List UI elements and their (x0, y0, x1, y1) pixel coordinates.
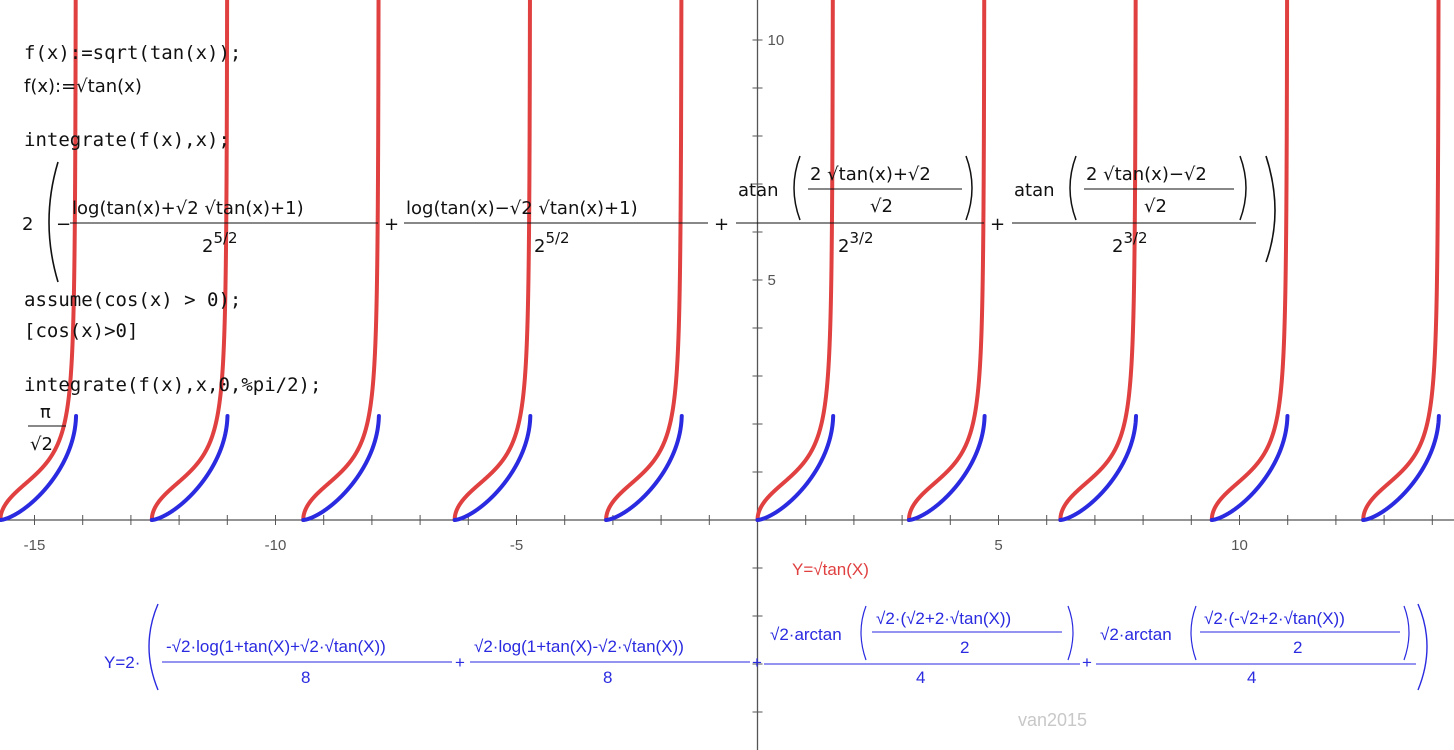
term4-rparen (1239, 155, 1247, 221)
term3-fn: atan (738, 180, 779, 201)
console-line-2: f(x):=√tan(x) (24, 76, 142, 97)
red-curve-branch (1058, 0, 1138, 522)
console-line-3: integrate(f(x),x); (24, 129, 230, 151)
term1-exponent: 5/2 (213, 229, 237, 247)
x-tick-label: 10 (1231, 537, 1248, 554)
red-curve-branch (604, 0, 684, 522)
red-curve-branch (1361, 0, 1441, 522)
x-tick-label: -10 (265, 537, 287, 554)
blue-t4-inner-den: 2 (1293, 638, 1302, 657)
term1-denominator: 25/2 (202, 229, 238, 257)
console-line-6: integrate(f(x),x,0,%pi/2); (24, 374, 321, 396)
right-paren (1265, 155, 1276, 263)
plus-2: + (714, 214, 729, 235)
red-curve-branch (149, 0, 230, 522)
term3-rparen (965, 155, 973, 221)
blue-curve-branch (301, 414, 381, 522)
minus-sign: − (56, 214, 71, 235)
blue-t2-den: 8 (603, 668, 612, 687)
term4-inner-den: √2 (1144, 196, 1167, 217)
term4-lparen (1069, 155, 1077, 221)
term3-lparen (793, 155, 801, 221)
term3-denominator: 23/2 (838, 229, 874, 257)
blue-t3-inner-num: √2·(√2+2·√tan(X)) (876, 609, 1011, 628)
result2-numerator: π (40, 402, 51, 423)
blue-t4-num-a: √2·arctan (1100, 625, 1172, 644)
blue-curve-branch (149, 414, 230, 522)
x-tick-label: -5 (510, 537, 523, 554)
blue-t4-inner-num: √2·(-√2+2·√tan(X)) (1204, 609, 1345, 628)
term4-inner-num: 2 √tan(x)−√2 (1086, 164, 1207, 185)
term4-fn: atan (1014, 180, 1055, 201)
console-line-5: [cos(x)>0] (24, 320, 138, 342)
blue-curve-label: Y=2· -√2·log(1+tan(X)+√2·√tan(X)) 8 + √2… (104, 603, 1428, 691)
blue-t4-rparen (1403, 605, 1410, 661)
y-tick-label: 5 (768, 272, 776, 289)
red-curve-branch (452, 0, 532, 522)
left-paren (48, 161, 59, 283)
red-curve-label: Y=√tan(X) (792, 560, 869, 579)
blue-rparen (1417, 603, 1428, 691)
blue-t1-den: 8 (301, 668, 310, 687)
ticks: -15 -10 -5 5 10 5 10 (24, 32, 1433, 713)
term4-denominator: 23/2 (1112, 229, 1148, 257)
term4-exponent: 3/2 (1123, 229, 1147, 247)
blue-curve-branch (755, 414, 836, 522)
antiderivative-result: 2 − log(tan(x)+√2 √tan(x)+1) 25/2 + log(… (22, 155, 1276, 283)
term3-exponent: 3/2 (849, 229, 873, 247)
result-coefficient: 2 (22, 214, 33, 235)
blue-curve-branch (1209, 414, 1290, 522)
blue-t2-num: √2·log(1+tan(X)-√2·√tan(X)) (474, 637, 684, 656)
blue-curve-branch (1361, 414, 1441, 522)
red-curve-branch (301, 0, 381, 522)
term3-inner-num: 2 √tan(x)+√2 (810, 164, 931, 185)
blue-plus-1: + (455, 653, 465, 672)
term1-numerator: log(tan(x)+√2 √tan(x)+1) (72, 198, 304, 219)
console-line-4: assume(cos(x) > 0); (24, 289, 241, 311)
blue-curve-branch (1058, 414, 1139, 522)
blue-curve-branch (906, 414, 987, 522)
term2-exponent: 5/2 (545, 229, 569, 247)
plus-1: + (384, 214, 399, 235)
x-tick-label: -15 (24, 537, 46, 554)
definite-integral-result: π √2 (28, 402, 66, 455)
red-curve-branch (906, 0, 987, 522)
curves (0, 0, 1441, 522)
blue-plus-3: + (1082, 653, 1092, 672)
blue-t3-rparen (1067, 605, 1074, 661)
blue-plus-2: + (752, 653, 762, 672)
console-line-1: f(x):=sqrt(tan(x)); (24, 42, 241, 64)
blue-curve-branch (452, 414, 533, 522)
console: f(x):=sqrt(tan(x)); f(x):=√tan(x) integr… (22, 42, 1276, 455)
x-tick-label: 5 (994, 537, 1002, 554)
blue-t4-den: 4 (1247, 668, 1256, 687)
blue-t3-inner-den: 2 (960, 638, 969, 657)
blue-lparen (148, 603, 159, 691)
blue-curve-branch (604, 414, 684, 522)
blue-t3-lparen (860, 605, 867, 661)
term2-denominator: 25/2 (534, 229, 570, 257)
blue-t1-num: -√2·log(1+tan(X)+√2·√tan(X)) (166, 637, 386, 656)
term3-inner-den: √2 (870, 196, 893, 217)
blue-t3-den: 4 (916, 668, 925, 687)
term2-numerator: log(tan(x)−√2 √tan(x)+1) (406, 198, 638, 219)
red-curve-branch (755, 0, 835, 522)
red-curve-branch (0, 0, 78, 522)
watermark: van2015 (1018, 710, 1087, 730)
y-tick-label: 10 (768, 32, 785, 49)
plus-3: + (990, 214, 1005, 235)
red-curve-branch (1209, 0, 1290, 522)
blue-t4-lparen (1190, 605, 1197, 661)
result2-denominator: √2 (30, 434, 53, 455)
blue-curve-branch (0, 414, 79, 522)
blue-t3-num-a: √2·arctan (770, 625, 842, 644)
blue-prefix: Y=2· (104, 653, 140, 672)
